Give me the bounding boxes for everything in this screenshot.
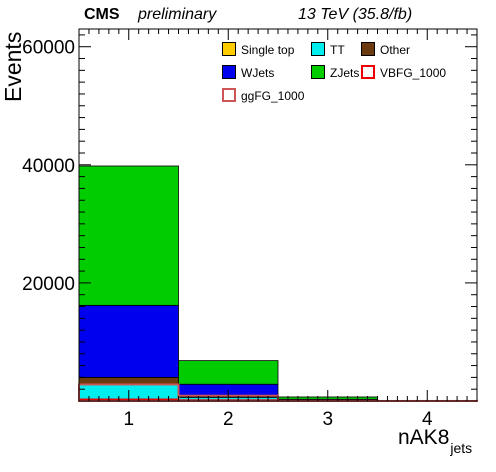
- legend-swatch-other: [361, 42, 375, 56]
- x-tick-label: 2: [223, 409, 234, 430]
- y-axis-label: Events: [0, 31, 26, 102]
- legend-swatch-zjets: [311, 65, 325, 79]
- status-label: preliminary: [138, 6, 217, 23]
- legend-swatch-wjets: [222, 65, 236, 79]
- legend-label-other: Other: [380, 43, 411, 57]
- legend-swatch-vbfg: [361, 65, 375, 79]
- energy-label: 13 TeV (35.8/fb): [298, 6, 413, 23]
- y-tick-label: 40000: [22, 156, 75, 177]
- bar-wjets-bin-1: [78, 304, 179, 378]
- experiment-label: CMS: [84, 6, 120, 23]
- y-tick-label: 60000: [22, 38, 75, 59]
- x-axis-label: nAK8jets: [398, 426, 472, 456]
- legend-label-vbfg: VBFG_1000: [380, 66, 447, 80]
- legend-label-tt: TT: [330, 43, 345, 57]
- bar-zjets-bin-2: [178, 360, 279, 385]
- legend-swatch-tt: [311, 42, 325, 56]
- bar-zjets-bin-1: [78, 165, 179, 306]
- legend-label-ggfg: ggFG_1000: [241, 89, 305, 103]
- x-tick-label: 3: [322, 409, 333, 430]
- legend-label-single-top: Single top: [241, 43, 295, 57]
- y-axis-label-box: Events: [0, 28, 26, 102]
- x-axis-label-subscript: jets: [450, 440, 473, 456]
- y-tick-label: 20000: [22, 274, 75, 295]
- x-tick-label: 4: [422, 409, 433, 430]
- plot-area: 1 2 3 4 20000 40000 60000: [22, 28, 478, 430]
- x-tick-label: 1: [123, 409, 134, 430]
- bar-other-bin-1: [78, 376, 179, 385]
- legend-label-wjets: WJets: [241, 66, 275, 80]
- legend-label-zjets: ZJets: [330, 66, 360, 80]
- legend-swatch-single-top: [222, 42, 236, 56]
- x-axis-label-main: nAK8: [398, 426, 450, 449]
- legend-swatch-ggfg: [222, 88, 236, 102]
